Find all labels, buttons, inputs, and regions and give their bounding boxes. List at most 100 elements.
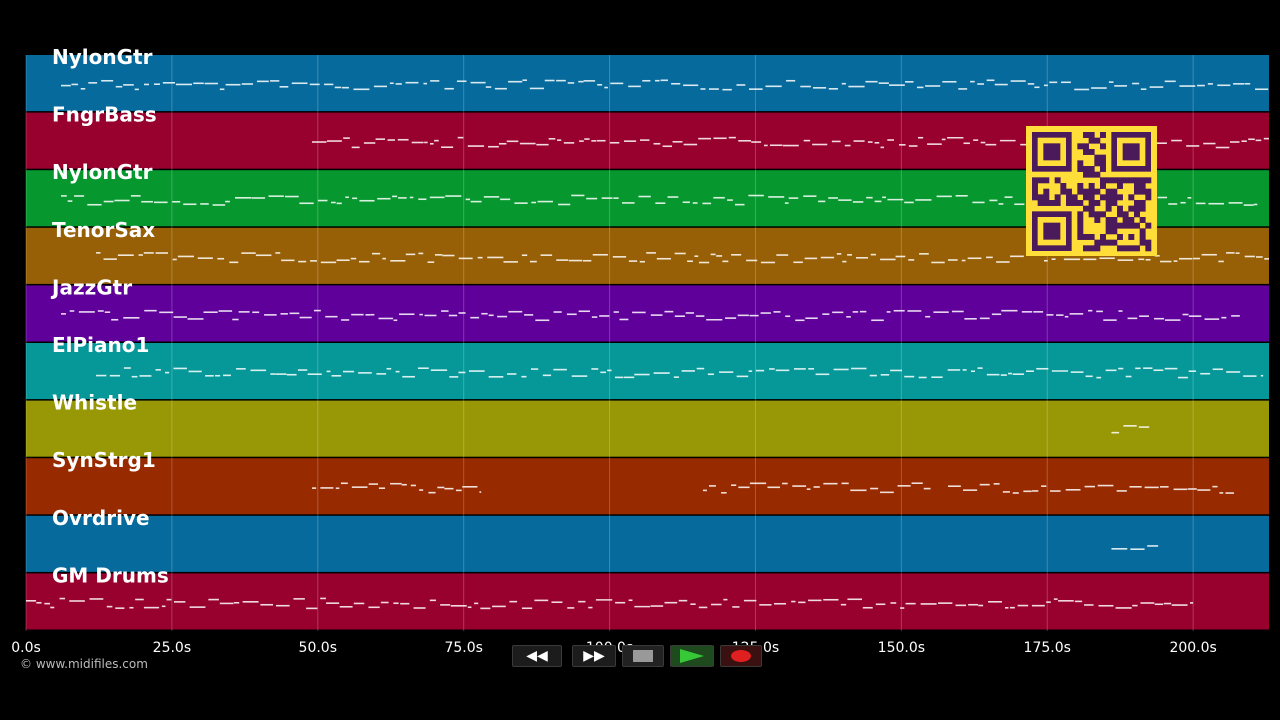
qr-module (1088, 166, 1095, 172)
qr-module (1111, 200, 1118, 206)
qr-module (1094, 171, 1101, 178)
qr-module (1088, 234, 1095, 240)
qr-module (1077, 234, 1084, 240)
qr-module (1134, 211, 1140, 218)
qr-module (1066, 200, 1072, 206)
qr-module (1083, 205, 1089, 212)
qr-module (1066, 188, 1072, 195)
qr-code[interactable] (1026, 126, 1157, 256)
qr-module (1105, 239, 1112, 246)
time-tick-label: 50.0s (299, 640, 337, 656)
qr-module (1077, 143, 1084, 150)
qr-module (1139, 188, 1146, 195)
qr-module (1037, 200, 1044, 206)
qr-module (1128, 217, 1135, 223)
qr-module (1105, 188, 1112, 195)
qr-module (1083, 188, 1089, 195)
track-lane[interactable] (26, 573, 1269, 630)
track-lane[interactable] (26, 343, 1269, 400)
qr-module (1117, 205, 1123, 212)
stop-icon (633, 650, 653, 662)
qr-module (1043, 177, 1050, 184)
qr-module (1122, 143, 1140, 161)
track-lane[interactable] (26, 285, 1269, 342)
qr-module (1139, 205, 1146, 212)
track-label: TenorSax (52, 218, 155, 242)
qr-module (1043, 188, 1050, 195)
track-label: JazzGtr (50, 275, 132, 299)
qr-module (1088, 149, 1095, 155)
qr-module (1134, 205, 1140, 212)
qr-module (1083, 194, 1089, 201)
track-label: SynStrg1 (52, 448, 156, 472)
qr-module (1111, 239, 1118, 246)
record-button[interactable] (720, 645, 762, 667)
qr-module (1145, 188, 1152, 195)
qr-module (1094, 137, 1101, 144)
qr-module (1122, 177, 1129, 184)
qr-module (1060, 188, 1067, 195)
qr-module (1145, 194, 1152, 201)
stop-button[interactable] (622, 645, 664, 667)
fast-forward-button[interactable]: ▶▶ (572, 645, 616, 667)
qr-module (1094, 160, 1101, 167)
qr-module (1088, 194, 1095, 201)
time-tick-label: 150.0s (878, 640, 925, 656)
qr-module (1122, 217, 1129, 223)
qr-module (1111, 188, 1118, 195)
qr-module (1054, 177, 1061, 184)
qr-module (1111, 228, 1118, 235)
time-tick-label: 200.0s (1169, 640, 1216, 656)
transport-bar: ◀◀ ▶▶ (512, 644, 770, 668)
qr-module (1083, 143, 1089, 150)
qr-module (1100, 143, 1106, 150)
track-label: Ovrdrive (52, 506, 150, 530)
track-lane[interactable] (26, 458, 1269, 515)
qr-module (1077, 200, 1084, 206)
qr-module (1088, 200, 1095, 206)
track-lane[interactable] (26, 515, 1269, 572)
track-label: Whistle (52, 391, 137, 415)
qr-module (1037, 194, 1044, 201)
qr-module (1117, 234, 1123, 240)
play-button[interactable] (670, 645, 714, 667)
qr-module (1134, 183, 1140, 189)
qr-module (1083, 149, 1089, 155)
qr-module (1032, 183, 1038, 189)
track-lane[interactable] (26, 400, 1269, 457)
rewind-button[interactable]: ◀◀ (512, 645, 562, 667)
qr-module (1134, 200, 1140, 206)
qr-module (1094, 211, 1101, 218)
qr-module (1122, 211, 1129, 218)
qr-module (1117, 245, 1123, 252)
qr-module (1105, 217, 1112, 223)
time-tick-label: 75.0s (444, 640, 482, 656)
qr-module (1111, 177, 1118, 184)
qr-module (1117, 194, 1123, 201)
qr-module (1128, 194, 1135, 201)
qr-module (1032, 194, 1038, 201)
qr-module (1100, 132, 1106, 138)
qr-module (1077, 222, 1084, 229)
qr-module (1100, 177, 1106, 184)
qr-module (1071, 200, 1078, 206)
qr-module (1066, 194, 1072, 201)
track-label: NylonGtr (52, 160, 153, 184)
track-label: NylonGtr (52, 45, 153, 69)
qr-module (1145, 245, 1152, 252)
qr-module (1100, 239, 1106, 246)
qr-module (1139, 183, 1146, 189)
qr-module (1128, 234, 1135, 240)
qr-module (1043, 143, 1061, 161)
qr-module (1128, 177, 1135, 184)
qr-module (1100, 194, 1106, 201)
qr-module (1032, 188, 1038, 195)
qr-module (1145, 239, 1152, 246)
qr-module (1105, 205, 1112, 212)
qr-module (1043, 200, 1050, 206)
qr-module (1111, 194, 1118, 201)
qr-module (1049, 200, 1055, 206)
time-tick-label: 25.0s (153, 640, 191, 656)
qr-module (1077, 217, 1084, 223)
